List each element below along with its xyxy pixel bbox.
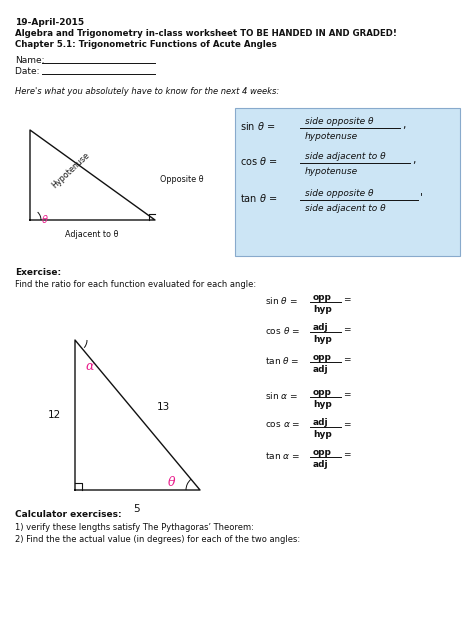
Text: sin $\theta$ =: sin $\theta$ = xyxy=(240,120,275,132)
Text: hypotenuse: hypotenuse xyxy=(305,167,358,176)
Text: 1) verify these lengths satisfy The Pythagoras’ Theorem:: 1) verify these lengths satisfy The Pyth… xyxy=(15,523,254,532)
Text: cos $\theta$ =: cos $\theta$ = xyxy=(265,325,300,336)
Text: hyp: hyp xyxy=(313,335,332,344)
Text: opp: opp xyxy=(313,448,332,457)
Text: α: α xyxy=(85,360,93,373)
Text: adj: adj xyxy=(313,365,328,374)
Text: θ: θ xyxy=(168,476,175,489)
Text: opp: opp xyxy=(313,353,332,362)
Text: tan $\theta$ =: tan $\theta$ = xyxy=(240,192,277,204)
Text: side opposite θ: side opposite θ xyxy=(305,117,374,126)
Text: Find the ratio for each function evaluated for each angle:: Find the ratio for each function evaluat… xyxy=(15,280,256,289)
Text: =: = xyxy=(343,295,350,304)
Text: Adjacent to θ: Adjacent to θ xyxy=(65,230,119,239)
Text: =: = xyxy=(343,450,350,459)
Text: cos $\theta$ =: cos $\theta$ = xyxy=(240,155,278,167)
Text: Chapter 5.1: Trigonometric Functions of Acute Angles: Chapter 5.1: Trigonometric Functions of … xyxy=(15,40,277,49)
Text: 13: 13 xyxy=(157,402,170,412)
Text: sin $\theta$ =: sin $\theta$ = xyxy=(265,295,298,306)
Text: =: = xyxy=(343,355,350,364)
Text: 5: 5 xyxy=(134,504,140,514)
Text: 19-April-2015: 19-April-2015 xyxy=(15,18,84,27)
Text: =: = xyxy=(343,325,350,334)
Text: Hypotenuse: Hypotenuse xyxy=(50,151,91,190)
Text: =: = xyxy=(343,390,350,399)
Bar xyxy=(235,108,460,256)
Text: Calculator exercises:: Calculator exercises: xyxy=(15,510,122,519)
Text: Date:: Date: xyxy=(15,67,45,76)
Text: ,: , xyxy=(412,155,416,165)
Text: hyp: hyp xyxy=(313,305,332,314)
Text: Name:: Name: xyxy=(15,56,45,65)
Text: hyp: hyp xyxy=(313,430,332,439)
Text: tan $\alpha$ =: tan $\alpha$ = xyxy=(265,450,300,461)
Text: Opposite θ: Opposite θ xyxy=(160,175,204,184)
Text: opp: opp xyxy=(313,388,332,397)
Text: opp: opp xyxy=(313,293,332,302)
Text: side opposite θ: side opposite θ xyxy=(305,189,374,198)
Text: side adjacent to θ: side adjacent to θ xyxy=(305,152,386,161)
Text: ': ' xyxy=(420,192,423,202)
Text: adj: adj xyxy=(313,460,328,469)
Text: adj: adj xyxy=(313,418,328,427)
Text: Exercise:: Exercise: xyxy=(15,268,61,277)
Text: side adjacent to θ: side adjacent to θ xyxy=(305,204,386,213)
Text: tan $\theta$ =: tan $\theta$ = xyxy=(265,355,300,366)
Text: Here's what you absolutely have to know for the next 4 weeks:: Here's what you absolutely have to know … xyxy=(15,87,279,96)
Text: cos $\alpha$ =: cos $\alpha$ = xyxy=(265,420,301,429)
Text: hypotenuse: hypotenuse xyxy=(305,132,358,141)
Text: hyp: hyp xyxy=(313,400,332,409)
Text: =: = xyxy=(343,420,350,429)
Text: θ: θ xyxy=(42,215,48,225)
Text: sin $\alpha$ =: sin $\alpha$ = xyxy=(265,390,298,401)
Text: ,: , xyxy=(402,120,405,130)
Text: 2) Find the the actual value (in degrees) for each of the two angles:: 2) Find the the actual value (in degrees… xyxy=(15,535,300,544)
Text: adj: adj xyxy=(313,323,328,332)
Text: Algebra and Trigonometry in-class worksheet TO BE HANDED IN AND GRADED!: Algebra and Trigonometry in-class worksh… xyxy=(15,29,397,38)
Text: 12: 12 xyxy=(48,410,61,420)
